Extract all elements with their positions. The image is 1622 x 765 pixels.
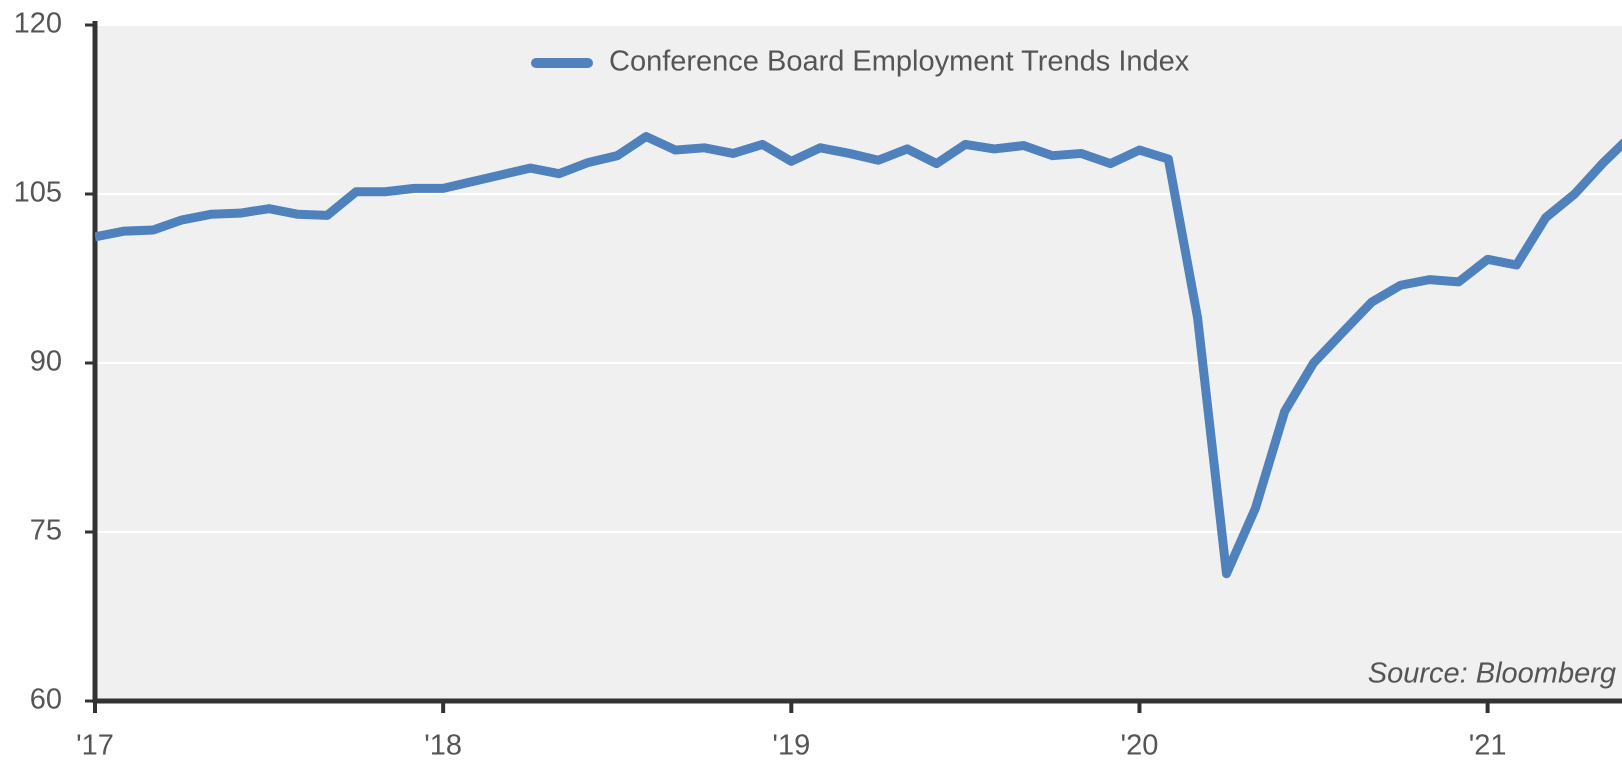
x-tick-label: '18 [424,730,462,762]
x-tick-label: '17 [76,730,114,762]
legend-label: Conference Board Employment Trends Index [609,46,1190,78]
y-tick-label: 90 [30,346,62,378]
y-tick-label: 60 [30,684,62,716]
x-tick-label: '19 [772,730,810,762]
y-tick-label: 75 [30,515,62,547]
source-note: Source: Bloomberg [1368,658,1616,690]
data-line [95,132,1622,579]
plot-area [95,132,1622,579]
y-tick-label: 120 [14,8,62,40]
x-tick-label: '20 [1121,730,1159,762]
y-tick-label: 105 [14,177,62,209]
x-tick-label: '21 [1469,730,1507,762]
